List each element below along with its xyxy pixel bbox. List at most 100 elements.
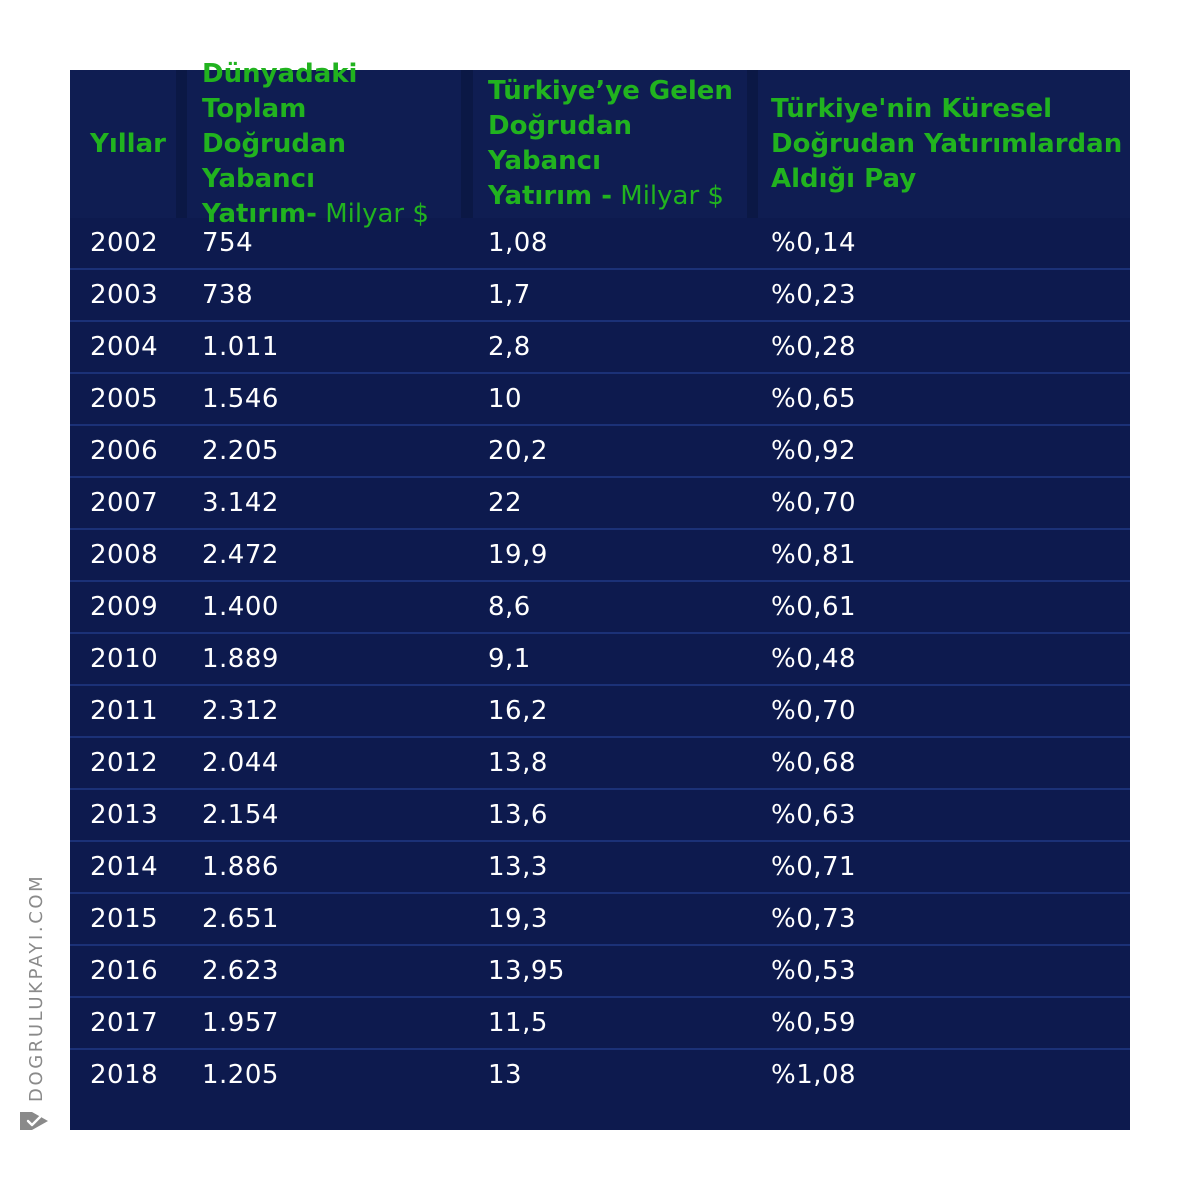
world-fdi-cell: 1.011: [202, 332, 279, 362]
header-world-line1: Dünyadaki Toplam: [202, 58, 358, 124]
table-body: 2002 754 1,08 %0,14 2003 738 1,7 %0,23 2004 1.011…: [70, 218, 1130, 1102]
turkey-fdi-cell: 1,7: [488, 280, 531, 310]
header-world-fdi-label: Dünyadaki Toplam Doğrudan Yabancı Yatırı…: [202, 57, 461, 232]
world-fdi-cell: 1.889: [202, 644, 279, 674]
year-cell: 2002: [90, 228, 159, 258]
year-cell: 2007: [90, 488, 159, 518]
header-years: Yıllar: [70, 70, 176, 218]
header-turkey-line3: Yatırım - Milyar $: [488, 179, 747, 214]
turkey-fdi-cell: 13,8: [488, 748, 548, 778]
turkey-fdi-cell: 19,9: [488, 540, 548, 570]
header-world-line2: Doğrudan Yabancı: [202, 128, 347, 194]
header-share-line1: Türkiye'nin Küresel: [771, 93, 1052, 124]
turkey-fdi-cell: 2,8: [488, 332, 531, 362]
header-world-line3: Yatırım- Milyar $: [202, 197, 461, 232]
header-turkey-share: Türkiye'nin Küresel Doğrudan Yatırımlard…: [758, 70, 1130, 218]
turkey-share-cell: %0,70: [771, 696, 857, 726]
world-fdi-cell: 2.651: [202, 904, 279, 934]
table-row: 2014 1.886 13,3 %0,71: [70, 842, 1130, 894]
world-fdi-cell: 1.546: [202, 384, 279, 414]
header-years-label: Yıllar: [90, 128, 166, 159]
year-cell: 2011: [90, 696, 159, 726]
turkey-fdi-cell: 1,08: [488, 228, 548, 258]
turkey-fdi-cell: 16,2: [488, 696, 548, 726]
table-row: 2007 3.142 22 %0,70: [70, 478, 1130, 530]
table-row: 2005 1.546 10 %0,65: [70, 374, 1130, 426]
turkey-fdi-cell: 22: [488, 488, 523, 518]
header-share-line3: Aldığı Pay: [771, 163, 917, 194]
world-fdi-cell: 2.312: [202, 696, 279, 726]
year-cell: 2009: [90, 592, 159, 622]
year-cell: 2004: [90, 332, 159, 362]
year-cell: 2012: [90, 748, 159, 778]
year-cell: 2010: [90, 644, 159, 674]
table-row: 2013 2.154 13,6 %0,63: [70, 790, 1130, 842]
world-fdi-cell: 2.154: [202, 800, 279, 830]
year-cell: 2015: [90, 904, 159, 934]
world-fdi-cell: 738: [202, 280, 254, 310]
table-row: 2009 1.400 8,6 %0,61: [70, 582, 1130, 634]
world-fdi-cell: 1.400: [202, 592, 279, 622]
table-row: 2018 1.205 13 %1,08: [70, 1050, 1130, 1102]
header-turkey-line3-bold: Yatırım -: [488, 181, 612, 211]
turkey-share-cell: %0,53: [771, 956, 857, 986]
header-turkey-fdi-label: Türkiye’ye Gelen Doğrudan Yabancı Yatırı…: [488, 74, 747, 214]
turkey-share-cell: %0,14: [771, 228, 857, 258]
world-fdi-cell: 754: [202, 228, 254, 258]
year-cell: 2016: [90, 956, 159, 986]
year-cell: 2005: [90, 384, 159, 414]
turkey-fdi-cell: 9,1: [488, 644, 531, 674]
turkey-share-cell: %0,59: [771, 1008, 857, 1038]
turkey-share-cell: %0,81: [771, 540, 857, 570]
turkey-share-cell: %0,68: [771, 748, 857, 778]
world-fdi-cell: 2.623: [202, 956, 279, 986]
turkey-share-cell: %0,23: [771, 280, 857, 310]
world-fdi-cell: 2.472: [202, 540, 279, 570]
header-turkey-line2: Doğrudan Yabancı: [488, 111, 633, 176]
header-turkey-line1: Türkiye’ye Gelen: [488, 76, 733, 106]
header-world-line3-unit: Milyar $: [316, 198, 429, 229]
turkey-share-cell: %1,08: [771, 1060, 857, 1090]
table-header: Yıllar Dünyadaki Toplam Doğrudan Yabancı…: [70, 59, 1130, 229]
header-turkey-share-label: Türkiye'nin Küresel Doğrudan Yatırımlard…: [771, 92, 1122, 197]
turkey-share-cell: %0,48: [771, 644, 857, 674]
turkey-fdi-cell: 11,5: [488, 1008, 548, 1038]
turkey-share-cell: %0,61: [771, 592, 857, 622]
year-cell: 2014: [90, 852, 159, 882]
turkey-fdi-cell: 8,6: [488, 592, 531, 622]
fdi-table: Yıllar Dünyadaki Toplam Doğrudan Yabancı…: [70, 59, 1130, 1130]
header-turkey-fdi: Türkiye’ye Gelen Doğrudan Yabancı Yatırı…: [473, 70, 747, 218]
year-cell: 2003: [90, 280, 159, 310]
watermark-text: DOGRULUKPAYI.COM: [26, 873, 47, 1102]
turkey-fdi-cell: 13,6: [488, 800, 548, 830]
world-fdi-cell: 1.957: [202, 1008, 279, 1038]
world-fdi-cell: 2.205: [202, 436, 279, 466]
turkey-fdi-cell: 13,3: [488, 852, 548, 882]
year-cell: 2013: [90, 800, 159, 830]
table-row: 2012 2.044 13,8 %0,68: [70, 738, 1130, 790]
turkey-share-cell: %0,63: [771, 800, 857, 830]
table-row: 2002 754 1,08 %0,14: [70, 218, 1130, 270]
dogrulukpayi-logo-icon: [20, 1112, 48, 1130]
turkey-fdi-cell: 13,95: [488, 956, 565, 986]
turkey-share-cell: %0,71: [771, 852, 857, 882]
header-world-fdi: Dünyadaki Toplam Doğrudan Yabancı Yatırı…: [187, 59, 461, 229]
turkey-share-cell: %0,73: [771, 904, 857, 934]
table-row: 2008 2.472 19,9 %0,81: [70, 530, 1130, 582]
table-row: 2011 2.312 16,2 %0,70: [70, 686, 1130, 738]
turkey-share-cell: %0,92: [771, 436, 857, 466]
year-cell: 2017: [90, 1008, 159, 1038]
world-fdi-cell: 1.205: [202, 1060, 279, 1090]
table-row: 2004 1.011 2,8 %0,28: [70, 322, 1130, 374]
year-cell: 2008: [90, 540, 159, 570]
header-turkey-line3-unit: Milyar $: [612, 181, 724, 211]
year-cell: 2018: [90, 1060, 159, 1090]
table-row: 2017 1.957 11,5 %0,59: [70, 998, 1130, 1050]
header-share-line2: Doğrudan Yatırımlardan: [771, 128, 1123, 159]
world-fdi-cell: 1.886: [202, 852, 279, 882]
world-fdi-cell: 3.142: [202, 488, 279, 518]
header-world-line3-bold: Yatırım-: [202, 198, 317, 229]
turkey-fdi-cell: 13: [488, 1060, 523, 1090]
table-row: 2015 2.651 19,3 %0,73: [70, 894, 1130, 946]
turkey-share-cell: %0,65: [771, 384, 857, 414]
